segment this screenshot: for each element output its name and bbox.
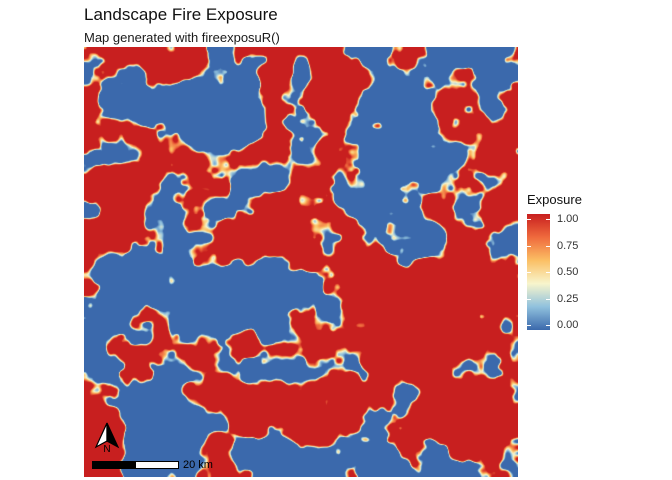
north-arrow-icon: N (94, 422, 120, 453)
north-arrow-label: N (103, 444, 110, 453)
map-title: Landscape Fire Exposure (84, 5, 278, 24)
exposure-map: N 20 km (84, 47, 518, 477)
legend-tick-mark (527, 245, 531, 247)
legend-tick-label: 1.00 (557, 213, 579, 225)
scale-bar-label: 20 km (183, 459, 213, 471)
legend-tick-mark (527, 272, 531, 273)
legend-tick-mark (527, 298, 531, 300)
scale-bar-segment-light (135, 461, 179, 469)
scale-bar-segment-dark (92, 461, 135, 469)
legend: Exposure 1.00 0.75 0.50 0.25 0.00 (526, 192, 616, 342)
legend-tick-mark (546, 325, 550, 326)
legend-tick-mark (546, 298, 550, 300)
legend-tick-label: 0.25 (557, 292, 579, 305)
legend-tick-mark (527, 219, 531, 220)
map-subtitle: Map generated with fireexposuR() (84, 30, 280, 45)
legend-tick-mark (546, 245, 550, 247)
legend-tick-mark (546, 219, 550, 220)
legend-colorbar (527, 214, 550, 330)
exposure-raster (84, 47, 518, 477)
legend-tick-label: 0.50 (557, 266, 579, 278)
legend-title: Exposure (527, 192, 582, 207)
legend-tick-mark (527, 325, 531, 326)
legend-tick-mark (546, 272, 550, 273)
legend-tick-label: 0.00 (557, 319, 579, 331)
scale-bar: 20 km (92, 459, 232, 473)
legend-tick-label: 0.75 (557, 239, 579, 252)
